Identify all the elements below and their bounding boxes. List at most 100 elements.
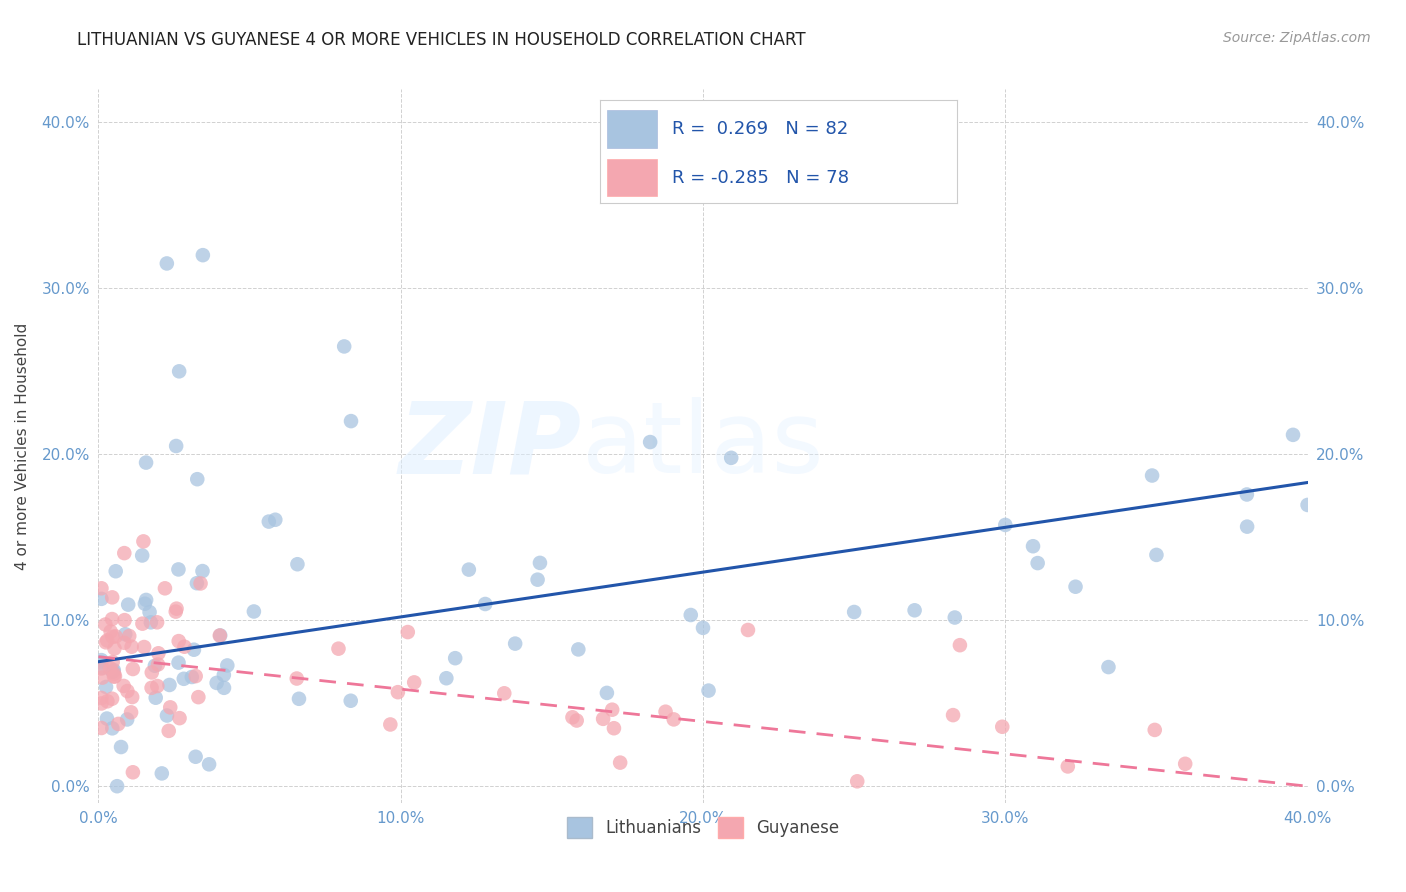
- Point: [457, 563, 479, 577]
- Point: [165, 605, 187, 619]
- Point: [167, 562, 190, 576]
- Point: [104, 669, 127, 683]
- Point: [264, 513, 287, 527]
- Point: [1174, 756, 1197, 771]
- Point: [146, 615, 169, 630]
- Legend: Lithuanians, Guyanese: Lithuanians, Guyanese: [560, 811, 846, 845]
- Point: [156, 708, 179, 723]
- Point: [191, 564, 214, 578]
- Point: [98, 661, 121, 675]
- Point: [991, 720, 1014, 734]
- Point: [121, 640, 143, 654]
- Point: [662, 712, 685, 726]
- Point: [146, 679, 169, 693]
- Point: [434, 671, 457, 685]
- Point: [1097, 660, 1119, 674]
- Point: [101, 665, 124, 679]
- Point: [117, 684, 139, 698]
- Point: [100, 624, 122, 639]
- Point: [187, 690, 209, 705]
- Point: [208, 628, 231, 642]
- Point: [115, 713, 138, 727]
- Point: [90, 690, 112, 705]
- Point: [1064, 580, 1087, 594]
- Point: [526, 573, 548, 587]
- Point: [103, 666, 125, 681]
- Point: [105, 779, 128, 793]
- Point: [141, 665, 163, 680]
- Point: [165, 439, 187, 453]
- Point: [114, 613, 136, 627]
- Point: [1236, 519, 1258, 533]
- Point: [257, 515, 280, 529]
- Point: [90, 697, 112, 711]
- Point: [340, 414, 363, 428]
- Point: [380, 717, 402, 731]
- Point: [157, 723, 180, 738]
- Point: [183, 642, 205, 657]
- Point: [697, 683, 720, 698]
- Point: [103, 665, 125, 679]
- Point: [148, 646, 170, 660]
- Point: [101, 591, 124, 605]
- Point: [184, 749, 207, 764]
- Point: [949, 638, 972, 652]
- Point: [609, 756, 631, 770]
- Point: [529, 556, 551, 570]
- Point: [565, 714, 588, 728]
- Point: [101, 722, 124, 736]
- Point: [118, 629, 141, 643]
- Point: [184, 669, 207, 683]
- Point: [596, 686, 619, 700]
- Point: [167, 634, 190, 648]
- Point: [1143, 723, 1166, 737]
- Point: [603, 721, 626, 735]
- Point: [328, 641, 350, 656]
- Point: [96, 712, 118, 726]
- Point: [103, 670, 125, 684]
- Point: [288, 691, 311, 706]
- Point: [101, 691, 124, 706]
- Point: [904, 603, 927, 617]
- Point: [494, 686, 516, 700]
- Point: [104, 629, 127, 643]
- Point: [90, 582, 112, 596]
- Point: [396, 625, 419, 640]
- Point: [638, 435, 661, 450]
- Point: [135, 593, 157, 607]
- Point: [167, 364, 190, 378]
- Point: [994, 518, 1017, 533]
- Point: [134, 640, 156, 654]
- Point: [404, 675, 426, 690]
- Point: [846, 774, 869, 789]
- Point: [131, 616, 153, 631]
- Point: [94, 635, 117, 649]
- Point: [139, 615, 162, 630]
- Point: [90, 655, 112, 669]
- Point: [444, 651, 467, 665]
- Point: [166, 601, 188, 615]
- Point: [153, 582, 176, 596]
- Point: [333, 339, 356, 353]
- Y-axis label: 4 or more Vehicles in Household: 4 or more Vehicles in Household: [15, 322, 31, 570]
- Point: [114, 627, 136, 641]
- Point: [212, 681, 235, 695]
- Point: [173, 672, 195, 686]
- Point: [135, 456, 157, 470]
- Text: atlas: atlas: [582, 398, 824, 494]
- Point: [90, 653, 112, 667]
- Point: [173, 640, 195, 654]
- Point: [180, 670, 202, 684]
- Point: [90, 661, 112, 675]
- Point: [141, 681, 163, 695]
- Point: [122, 765, 145, 780]
- Point: [198, 757, 221, 772]
- Point: [112, 679, 135, 693]
- Point: [143, 658, 166, 673]
- Point: [150, 766, 173, 780]
- Point: [101, 630, 124, 644]
- Point: [121, 690, 143, 704]
- Point: [96, 633, 118, 648]
- Point: [287, 558, 309, 572]
- Point: [1140, 468, 1163, 483]
